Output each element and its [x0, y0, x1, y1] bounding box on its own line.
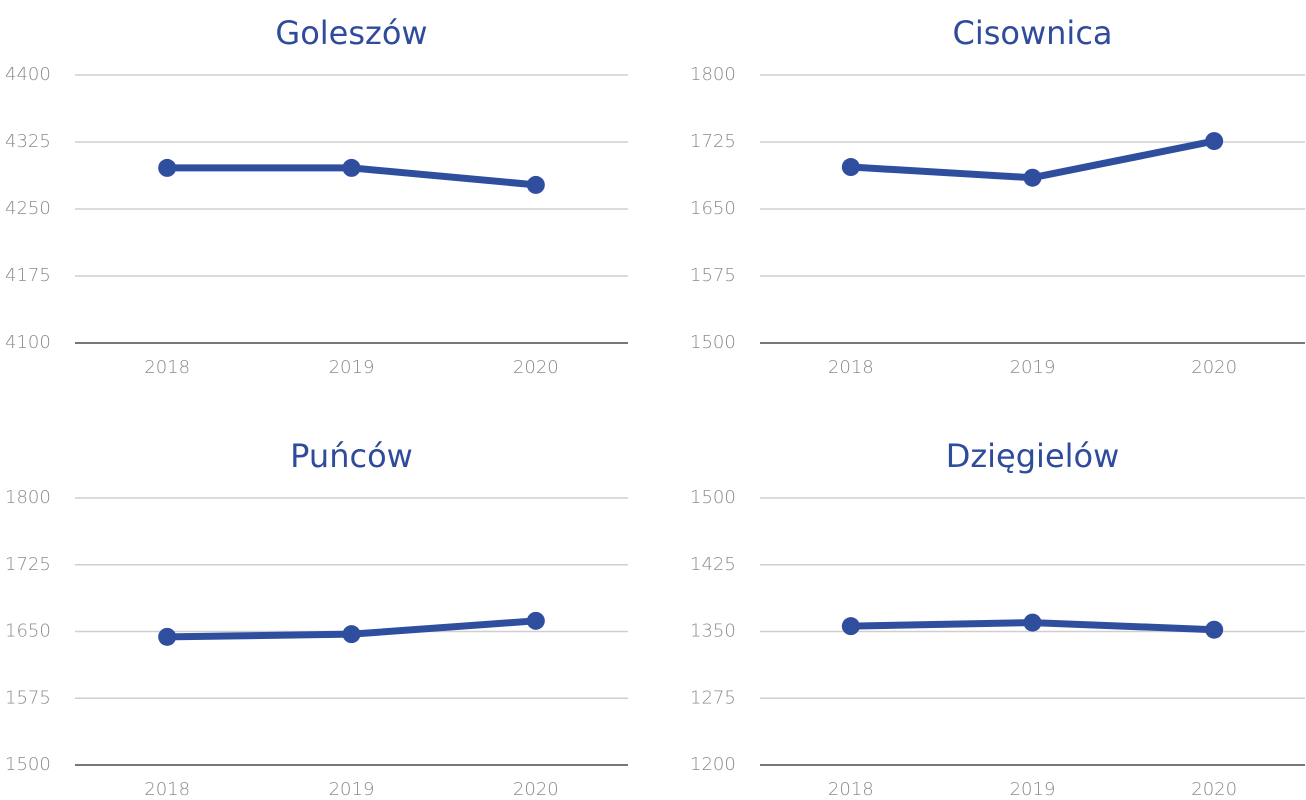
point	[526, 611, 545, 630]
point	[158, 158, 177, 177]
y-tick-label: 1650	[690, 198, 736, 219]
x-tick-label: 2018	[144, 357, 190, 378]
y-tick-label: 1650	[5, 621, 51, 642]
y-tick-label: 4400	[5, 64, 51, 85]
chart-title: Dzięgielów	[946, 437, 1120, 475]
chart-title: Goleszów	[275, 14, 427, 52]
y-tick-label: 1575	[690, 265, 736, 286]
x-tick-label: 2018	[828, 779, 874, 800]
point	[1205, 132, 1224, 151]
x-tick-label: 2018	[828, 357, 874, 378]
x-tick-label: 2019	[1010, 357, 1056, 378]
point	[526, 175, 545, 194]
y-tick-label: 1200	[690, 754, 736, 775]
x-tick-label: 2020	[513, 779, 559, 800]
y-tick-label: 1275	[690, 687, 736, 708]
y-tick-label: 4175	[5, 265, 51, 286]
y-tick-label: 1725	[5, 554, 51, 575]
y-tick-label: 1500	[690, 487, 736, 508]
point	[1023, 168, 1042, 187]
x-tick-label: 2018	[144, 779, 190, 800]
point	[841, 617, 860, 636]
y-tick-label: 1500	[690, 332, 736, 353]
x-tick-label: 2019	[1010, 779, 1056, 800]
point	[158, 627, 177, 646]
point	[342, 158, 361, 177]
x-tick-label: 2020	[513, 357, 559, 378]
point	[342, 625, 361, 644]
y-tick-label: 1350	[690, 621, 736, 642]
chart-title: Puńców	[290, 437, 413, 475]
point	[1205, 620, 1224, 639]
x-tick-label: 2020	[1191, 779, 1237, 800]
x-tick-label: 2019	[329, 357, 375, 378]
x-tick-label: 2019	[329, 779, 375, 800]
y-tick-label: 4250	[5, 198, 51, 219]
y-tick-label: 1800	[690, 64, 736, 85]
point	[841, 158, 860, 177]
point	[1023, 613, 1042, 632]
y-tick-label: 1500	[5, 754, 51, 775]
chart-title: Cisownica	[952, 14, 1112, 52]
y-tick-label: 1800	[5, 487, 51, 508]
y-tick-label: 1725	[690, 131, 736, 152]
y-tick-label: 1575	[5, 687, 51, 708]
y-tick-label: 1425	[690, 554, 736, 575]
x-tick-label: 2020	[1191, 357, 1237, 378]
y-tick-label: 4100	[5, 332, 51, 353]
y-tick-label: 4325	[5, 131, 51, 152]
